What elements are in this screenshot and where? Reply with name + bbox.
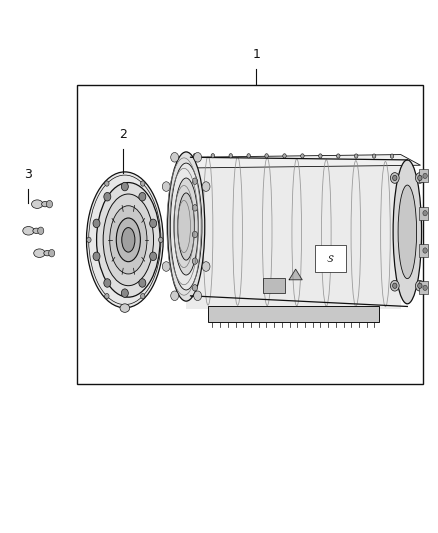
- Ellipse shape: [178, 193, 194, 260]
- Circle shape: [318, 154, 322, 158]
- Circle shape: [192, 205, 198, 211]
- Ellipse shape: [202, 262, 210, 271]
- Circle shape: [150, 252, 157, 261]
- Ellipse shape: [86, 172, 163, 308]
- Ellipse shape: [32, 200, 43, 208]
- Circle shape: [423, 211, 427, 216]
- Circle shape: [38, 227, 44, 235]
- Circle shape: [247, 154, 251, 158]
- Ellipse shape: [170, 163, 202, 290]
- Circle shape: [423, 285, 427, 290]
- Circle shape: [300, 154, 304, 158]
- Circle shape: [105, 294, 109, 299]
- Circle shape: [418, 175, 422, 181]
- Circle shape: [265, 154, 268, 158]
- Bar: [77, 85, 423, 384]
- Ellipse shape: [174, 178, 198, 275]
- Circle shape: [423, 173, 427, 179]
- Circle shape: [150, 219, 157, 228]
- Text: 3: 3: [25, 168, 32, 181]
- Circle shape: [121, 289, 128, 297]
- Circle shape: [105, 181, 109, 186]
- Ellipse shape: [122, 228, 135, 252]
- Ellipse shape: [398, 185, 417, 279]
- Circle shape: [104, 279, 111, 287]
- Ellipse shape: [416, 280, 424, 291]
- Circle shape: [418, 283, 422, 288]
- Circle shape: [336, 154, 340, 158]
- Bar: [419, 244, 428, 257]
- Text: 2: 2: [119, 128, 127, 141]
- Ellipse shape: [390, 280, 399, 291]
- Ellipse shape: [44, 251, 51, 256]
- Ellipse shape: [110, 206, 147, 274]
- Ellipse shape: [194, 291, 201, 301]
- Ellipse shape: [117, 218, 140, 262]
- Ellipse shape: [103, 194, 153, 286]
- Polygon shape: [289, 269, 302, 280]
- Circle shape: [121, 182, 128, 191]
- Circle shape: [46, 200, 53, 208]
- Circle shape: [283, 154, 286, 158]
- Circle shape: [141, 294, 145, 299]
- Bar: [208, 306, 379, 322]
- Ellipse shape: [171, 152, 179, 162]
- Ellipse shape: [393, 160, 421, 304]
- Circle shape: [159, 237, 163, 243]
- Circle shape: [390, 154, 394, 158]
- Ellipse shape: [194, 152, 201, 162]
- Ellipse shape: [42, 201, 49, 207]
- Bar: [186, 160, 401, 309]
- Ellipse shape: [162, 182, 170, 191]
- Ellipse shape: [390, 173, 399, 183]
- Circle shape: [104, 192, 111, 201]
- Circle shape: [354, 154, 358, 158]
- Circle shape: [93, 252, 100, 261]
- Circle shape: [423, 248, 427, 253]
- Ellipse shape: [23, 227, 34, 235]
- Circle shape: [193, 154, 197, 158]
- Ellipse shape: [33, 228, 40, 233]
- Bar: [419, 281, 428, 294]
- Polygon shape: [191, 155, 420, 168]
- Circle shape: [192, 178, 198, 184]
- Text: $\mathcal{S}$: $\mathcal{S}$: [326, 253, 335, 264]
- Ellipse shape: [120, 304, 130, 312]
- Circle shape: [192, 285, 198, 291]
- Circle shape: [392, 283, 397, 288]
- Circle shape: [192, 258, 198, 264]
- Circle shape: [211, 154, 215, 158]
- Circle shape: [139, 192, 146, 201]
- Text: 1: 1: [252, 49, 260, 61]
- Circle shape: [392, 175, 397, 181]
- Bar: [315, 245, 346, 272]
- Ellipse shape: [162, 262, 170, 271]
- Circle shape: [141, 181, 145, 186]
- Ellipse shape: [167, 152, 205, 301]
- Circle shape: [192, 231, 198, 238]
- Circle shape: [93, 219, 100, 228]
- Ellipse shape: [416, 173, 424, 183]
- Bar: [419, 207, 428, 220]
- Bar: [419, 169, 428, 182]
- Circle shape: [87, 237, 91, 243]
- Circle shape: [139, 279, 146, 287]
- Circle shape: [49, 249, 55, 257]
- Ellipse shape: [171, 291, 179, 301]
- Ellipse shape: [34, 249, 45, 257]
- Circle shape: [372, 154, 376, 158]
- Ellipse shape: [96, 182, 160, 297]
- Bar: [263, 278, 285, 293]
- Circle shape: [229, 154, 233, 158]
- Ellipse shape: [202, 182, 210, 191]
